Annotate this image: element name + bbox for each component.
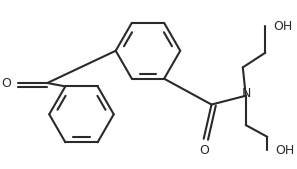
Text: N: N — [242, 87, 252, 100]
Text: O: O — [1, 77, 11, 90]
Text: OH: OH — [273, 20, 293, 33]
Text: OH: OH — [275, 144, 295, 157]
Text: O: O — [199, 144, 209, 157]
